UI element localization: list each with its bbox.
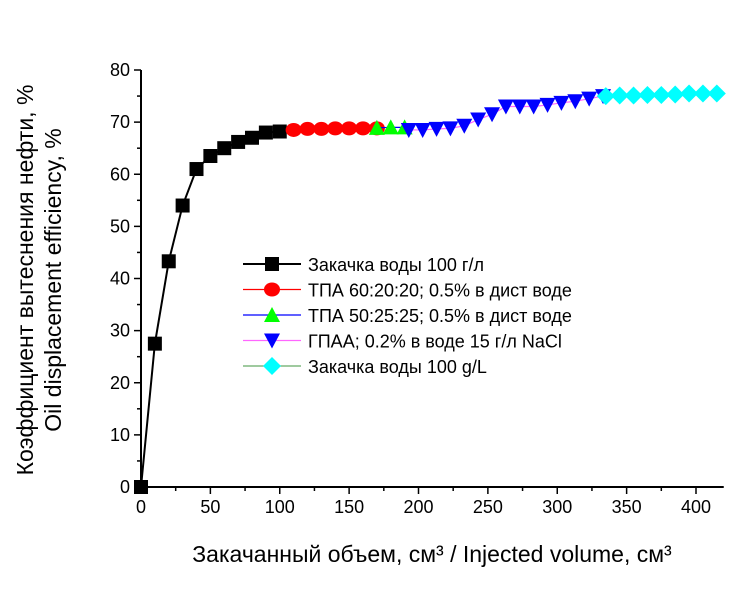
data-point (428, 121, 445, 137)
data-point (382, 119, 399, 135)
data-point (693, 84, 712, 103)
data-point (470, 112, 487, 128)
series-group (134, 84, 726, 494)
data-point (327, 121, 344, 136)
data-point (567, 94, 584, 110)
data-point (707, 84, 726, 103)
data-point (442, 121, 459, 137)
y-tick-label: 30 (110, 321, 130, 341)
legend-label: Закачка воды 100 г/л (308, 255, 484, 275)
data-point (484, 107, 501, 123)
data-point (175, 198, 190, 213)
data-point (666, 85, 685, 104)
series-0 (134, 124, 287, 494)
x-tick-label: 150 (334, 497, 364, 517)
data-point (245, 130, 259, 145)
y-tick-label: 60 (110, 164, 130, 184)
data-point (414, 122, 431, 138)
data-point (511, 99, 528, 115)
data-point (652, 86, 671, 105)
x-tick-label: 300 (542, 497, 572, 517)
legend-item: Закачка воды 100 g/L (243, 357, 487, 377)
data-point (525, 99, 542, 115)
data-point (596, 87, 615, 106)
data-point (313, 121, 330, 136)
legend-marker (264, 282, 280, 297)
data-point (368, 119, 385, 135)
x-tick-label: 250 (473, 497, 503, 517)
data-point (203, 149, 218, 164)
x-tick-label: 400 (681, 497, 711, 517)
legend-label: ТПА 60:20:20; 0.5% в дист воде (308, 281, 572, 301)
data-point (258, 125, 273, 140)
data-point (539, 97, 556, 113)
legend: Закачка воды 100 г/л ТПА 60:20:20; 0.5% в… (243, 255, 572, 377)
data-point (456, 118, 473, 134)
legend-marker (265, 257, 279, 271)
series-3 (400, 89, 612, 138)
axes: 0 50 100 150 200 250 300 350 400 0 10 20 30 40 50 60 70 8… (110, 60, 724, 517)
legend-marker (263, 357, 281, 375)
data-point (581, 91, 598, 107)
x-tick-label: 200 (403, 497, 433, 517)
y-tick-label: 50 (110, 216, 130, 236)
series-line (140, 130, 280, 488)
y-axis-label-en: Oil displacement efficiency, % (40, 128, 66, 431)
legend-item: Закачка воды 100 г/л (243, 255, 484, 275)
data-point (400, 122, 417, 138)
x-axis-label: Закачанный объем, см³ / Injected volume,… (192, 541, 672, 567)
data-point (272, 124, 287, 139)
data-point (217, 141, 232, 156)
x-tick-label: 100 (265, 497, 295, 517)
y-tick-label: 80 (110, 60, 130, 80)
y-tick-label: 0 (120, 477, 130, 497)
y-tick-label: 70 (110, 112, 130, 132)
legend-marker (264, 333, 280, 349)
x-tick-label: 0 (136, 497, 146, 517)
data-point (299, 121, 316, 136)
data-point (134, 480, 148, 494)
data-point (624, 86, 643, 105)
data-point (189, 162, 204, 177)
data-point (231, 134, 246, 149)
legend-item: ГПАА; 0.2% в воде 15 г/л NaCl (243, 332, 562, 352)
data-point (638, 86, 657, 105)
data-point (161, 254, 176, 269)
series-4 (596, 84, 726, 106)
data-point (355, 121, 371, 136)
legend-label: ТПА 50:25:25; 0.5% в дист воде (308, 306, 572, 326)
y-axis-label-ru: Коэффициент вытеснения нефти, % (12, 85, 38, 476)
data-point (610, 86, 629, 105)
data-point (147, 336, 162, 351)
legend-label: Закачка воды 100 g/L (308, 357, 487, 377)
y-tick-label: 10 (110, 425, 130, 445)
legend-marker (264, 307, 280, 322)
data-point (680, 84, 699, 103)
data-point (341, 121, 358, 136)
legend-item: ТПА 60:20:20; 0.5% в дист воде (243, 281, 572, 301)
x-tick-label: 350 (612, 497, 642, 517)
y-tick-label: 20 (110, 373, 130, 393)
data-point (553, 95, 570, 111)
x-tick-label: 50 (200, 497, 220, 517)
legend-label: ГПАА; 0.2% в воде 15 г/л NaCl (308, 332, 562, 352)
data-point (285, 122, 302, 137)
y-tick-label: 40 (110, 269, 130, 289)
data-point (497, 99, 514, 115)
legend-item: ТПА 50:25:25; 0.5% в дист воде (243, 306, 572, 326)
